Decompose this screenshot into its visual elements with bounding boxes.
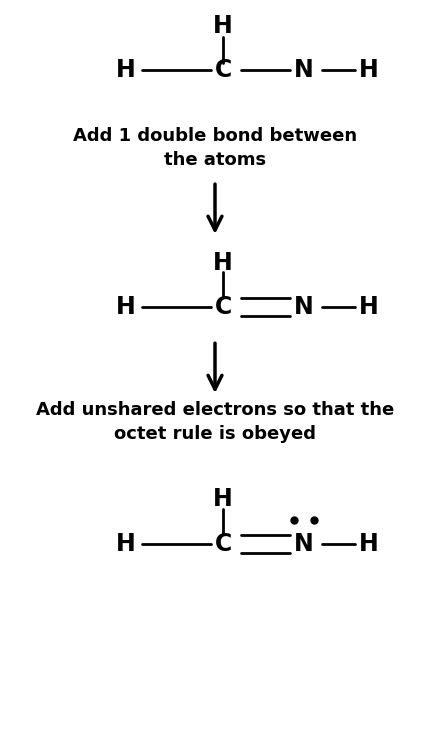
Text: H: H [116,532,136,556]
Text: H: H [359,532,379,556]
Text: H: H [359,295,379,319]
Text: N: N [294,295,314,319]
Text: N: N [294,532,314,556]
Text: H: H [116,295,136,319]
Text: N: N [294,58,314,82]
Text: H: H [116,58,136,82]
Text: H: H [213,14,233,38]
Text: H: H [359,58,379,82]
Text: Add 1 double bond between
the atoms: Add 1 double bond between the atoms [73,127,357,169]
Text: H: H [213,488,233,511]
Text: C: C [215,295,232,319]
Text: C: C [215,532,232,556]
Text: H: H [213,251,233,275]
Text: C: C [215,58,232,82]
Text: Add unshared electrons so that the
octet rule is obeyed: Add unshared electrons so that the octet… [36,401,394,443]
